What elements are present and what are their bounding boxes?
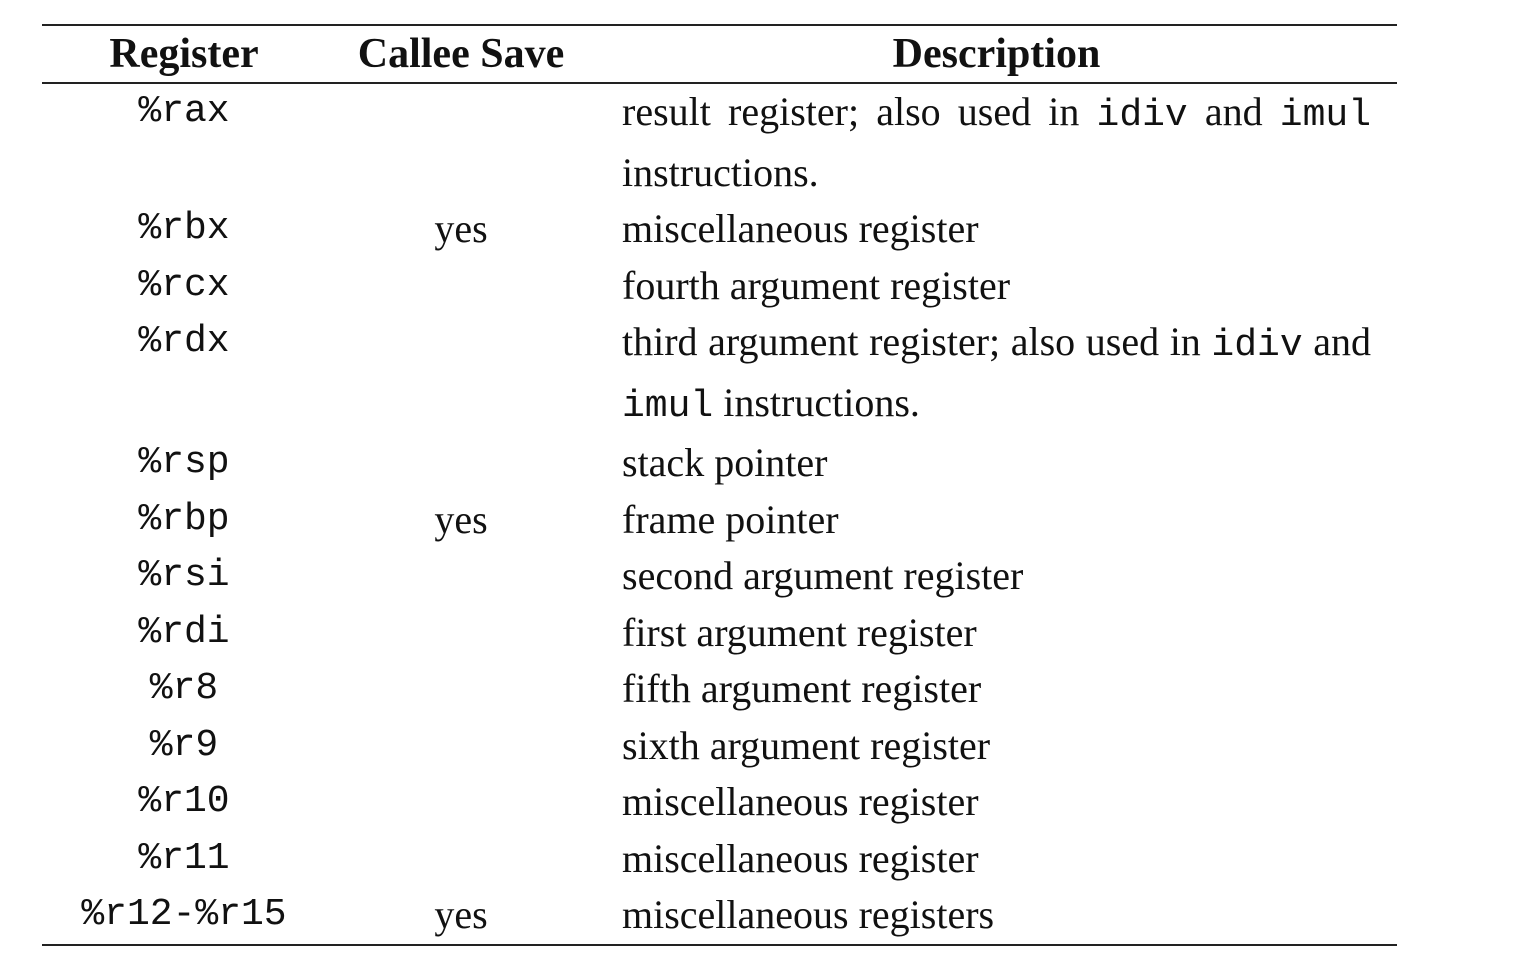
description-text: and xyxy=(1187,89,1280,134)
register-cell: %rbp xyxy=(138,497,230,541)
table-row: %r9 sixth argument register xyxy=(42,718,1397,775)
instruction-code: idiv xyxy=(1211,324,1303,367)
header-register: Register xyxy=(109,31,259,77)
register-table-container: Register Callee Save Description %rax re… xyxy=(42,24,1397,946)
instruction-code: imul xyxy=(1279,94,1371,137)
description-cell: second argument register xyxy=(622,553,1024,598)
table-row: %r12-%r15 yes miscellaneous registers xyxy=(42,887,1397,945)
table-row: %r11 miscellaneous register xyxy=(42,831,1397,888)
callee-save-cell xyxy=(326,314,596,435)
description-cell: miscellaneous register xyxy=(622,779,979,824)
description-cell: miscellaneous registers xyxy=(622,892,995,937)
description-text: instructions. xyxy=(713,379,920,425)
callee-save-cell xyxy=(326,718,596,775)
description-text: instructions. xyxy=(622,149,819,195)
table-row: %rbp yes frame pointer xyxy=(42,492,1397,549)
register-cell: %r9 xyxy=(149,723,219,767)
table-row: %rcx fourth argument register xyxy=(42,258,1397,315)
table-row: %r10 miscellaneous register xyxy=(42,774,1397,831)
description-cell: fourth argument register xyxy=(622,262,1011,308)
register-cell: %rbx xyxy=(138,207,230,250)
callee-save-cell xyxy=(326,605,596,662)
register-cell: %rdx xyxy=(138,320,230,363)
register-cell: %r10 xyxy=(138,780,230,823)
header-description: Description xyxy=(892,31,1101,77)
table-row: %r8 fifth argument register xyxy=(42,661,1397,718)
table-row: %rsp stack pointer xyxy=(42,435,1397,492)
callee-save-cell xyxy=(326,435,596,492)
callee-save-cell xyxy=(326,548,596,605)
callee-save-cell xyxy=(326,661,596,718)
description-cell: fifth argument register xyxy=(622,666,982,711)
description-cell: miscellaneous register xyxy=(622,206,979,251)
table-row: %rdi first argument register xyxy=(42,605,1397,662)
instruction-code: imul xyxy=(622,384,714,428)
table-row: %rsi second argument register xyxy=(42,548,1397,605)
description-cell: frame pointer xyxy=(622,496,839,542)
description-text: result register; also used in xyxy=(622,89,1097,134)
callee-save-cell xyxy=(326,831,596,888)
callee-save-cell xyxy=(326,774,596,831)
table-row: %rbx yes miscellaneous register xyxy=(42,201,1397,258)
callee-save-cell: yes xyxy=(434,496,488,542)
callee-save-cell xyxy=(326,258,596,315)
description-cell: stack pointer xyxy=(622,440,828,485)
register-cell: %r8 xyxy=(149,667,219,710)
register-cell: %r11 xyxy=(138,836,230,880)
description-text: and xyxy=(1302,319,1371,364)
register-cell: %rax xyxy=(138,90,230,133)
register-cell: %r12-%r15 xyxy=(81,893,287,936)
description-cell: third argument register; also used in id… xyxy=(596,314,1397,435)
description-text: third argument register; also used in xyxy=(622,319,1212,364)
description-cell: first argument register xyxy=(622,609,977,655)
register-cell: %rsi xyxy=(138,554,230,597)
table-header-row: Register Callee Save Description xyxy=(42,25,1397,83)
instruction-code: idiv xyxy=(1096,94,1188,137)
callee-save-cell: yes xyxy=(434,892,488,937)
register-table: Register Callee Save Description %rax re… xyxy=(42,24,1397,946)
table-row: %rax result register; also used in idiv … xyxy=(42,83,1397,201)
description-cell: result register; also used in idiv and i… xyxy=(596,83,1397,201)
register-cell: %rcx xyxy=(138,263,230,307)
table-row: %rdx third argument register; also used … xyxy=(42,314,1397,435)
header-callee-save: Callee Save xyxy=(357,31,565,77)
register-cell: %rsp xyxy=(138,441,230,484)
description-cell: sixth argument register xyxy=(622,722,991,768)
register-cell: %rdi xyxy=(138,610,230,654)
callee-save-cell: yes xyxy=(434,206,488,251)
description-cell: miscellaneous register xyxy=(622,835,979,881)
callee-save-cell xyxy=(326,83,596,201)
